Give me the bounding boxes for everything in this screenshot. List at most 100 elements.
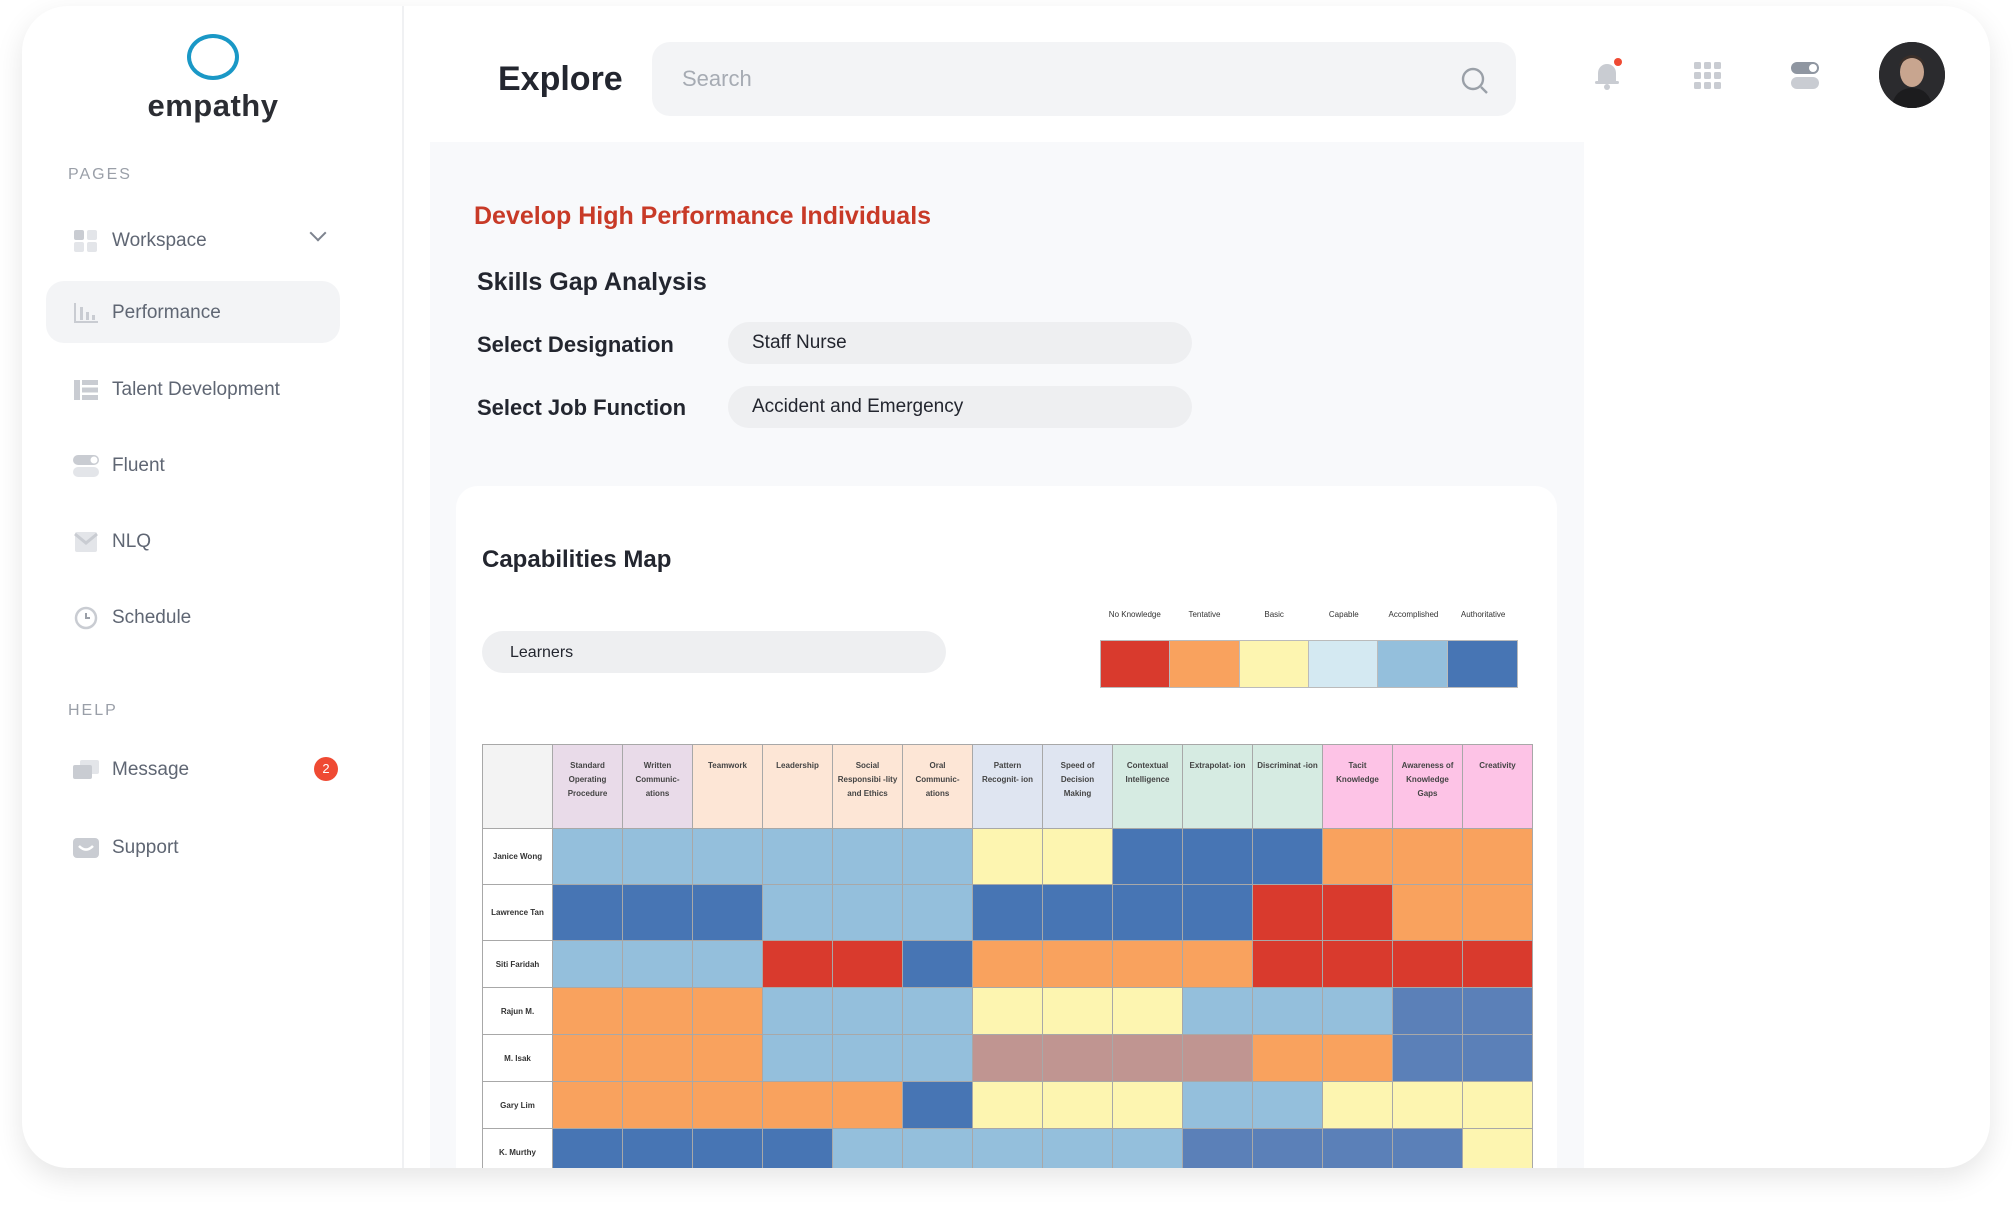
- heatmap-cell[interactable]: [762, 1034, 833, 1082]
- heatmap-cell[interactable]: [832, 987, 903, 1035]
- heatmap-cell[interactable]: [902, 1128, 973, 1168]
- heatmap-cell[interactable]: [1042, 940, 1113, 988]
- heatmap-cell[interactable]: [1042, 884, 1113, 941]
- heatmap-cell[interactable]: [552, 1128, 623, 1168]
- heatmap-cell[interactable]: [902, 1081, 973, 1129]
- heatmap-cell[interactable]: [552, 987, 623, 1035]
- heatmap-cell[interactable]: [902, 884, 973, 941]
- sidebar-item-talent-development[interactable]: Talent Development: [46, 358, 340, 420]
- heatmap-cell[interactable]: [1322, 1128, 1393, 1168]
- job-function-select[interactable]: Accident and Emergency: [728, 386, 1192, 428]
- heatmap-cell[interactable]: [1112, 1081, 1183, 1129]
- heatmap-cell[interactable]: [762, 828, 833, 885]
- heatmap-cell[interactable]: [1252, 828, 1323, 885]
- heatmap-cell[interactable]: [832, 1128, 903, 1168]
- heatmap-cell[interactable]: [1042, 1034, 1113, 1082]
- heatmap-cell[interactable]: [1392, 1081, 1463, 1129]
- heatmap-cell[interactable]: [1252, 1081, 1323, 1129]
- heatmap-cell[interactable]: [832, 940, 903, 988]
- heatmap-cell[interactable]: [552, 884, 623, 941]
- heatmap-cell[interactable]: [762, 987, 833, 1035]
- heatmap-cell[interactable]: [1462, 987, 1533, 1035]
- search-icon[interactable]: [1460, 66, 1490, 96]
- heatmap-cell[interactable]: [832, 1034, 903, 1082]
- heatmap-cell[interactable]: [1182, 828, 1253, 885]
- heatmap-cell[interactable]: [1042, 987, 1113, 1035]
- heatmap-cell[interactable]: [552, 1034, 623, 1082]
- heatmap-cell[interactable]: [1112, 884, 1183, 941]
- heatmap-cell[interactable]: [762, 940, 833, 988]
- heatmap-cell[interactable]: [1252, 987, 1323, 1035]
- heatmap-cell[interactable]: [1392, 940, 1463, 988]
- learners-select[interactable]: Learners: [482, 631, 946, 673]
- heatmap-cell[interactable]: [762, 1081, 833, 1129]
- heatmap-cell[interactable]: [1252, 1034, 1323, 1082]
- heatmap-cell[interactable]: [1322, 828, 1393, 885]
- heatmap-cell[interactable]: [622, 987, 693, 1035]
- heatmap-cell[interactable]: [1462, 1034, 1533, 1082]
- heatmap-cell[interactable]: [692, 884, 763, 941]
- sidebar-item-schedule[interactable]: Schedule: [46, 586, 340, 648]
- designation-select[interactable]: Staff Nurse: [728, 322, 1192, 364]
- heatmap-cell[interactable]: [902, 1034, 973, 1082]
- heatmap-cell[interactable]: [1182, 940, 1253, 988]
- heatmap-cell[interactable]: [972, 987, 1043, 1035]
- heatmap-cell[interactable]: [902, 828, 973, 885]
- heatmap-cell[interactable]: [1252, 940, 1323, 988]
- heatmap-cell[interactable]: [832, 828, 903, 885]
- logo[interactable]: empathy: [22, 34, 404, 124]
- heatmap-cell[interactable]: [552, 828, 623, 885]
- sidebar-item-support[interactable]: Support: [46, 816, 340, 878]
- heatmap-cell[interactable]: [972, 1128, 1043, 1168]
- heatmap-cell[interactable]: [902, 987, 973, 1035]
- heatmap-cell[interactable]: [1322, 1034, 1393, 1082]
- settings-toggle-icon[interactable]: [1788, 58, 1822, 92]
- heatmap-cell[interactable]: [622, 828, 693, 885]
- sidebar-item-performance[interactable]: Performance: [46, 281, 340, 343]
- heatmap-cell[interactable]: [1112, 987, 1183, 1035]
- apps-grid-icon[interactable]: [1690, 58, 1724, 92]
- sidebar-item-nlq[interactable]: NLQ: [46, 510, 340, 572]
- heatmap-cell[interactable]: [1182, 987, 1253, 1035]
- sidebar-item-message[interactable]: Message 2: [46, 738, 340, 800]
- heatmap-cell[interactable]: [832, 884, 903, 941]
- avatar[interactable]: [1879, 42, 1945, 108]
- heatmap-cell[interactable]: [692, 1081, 763, 1129]
- heatmap-cell[interactable]: [972, 828, 1043, 885]
- heatmap-cell[interactable]: [972, 940, 1043, 988]
- heatmap-cell[interactable]: [1462, 1128, 1533, 1168]
- search-bar[interactable]: [652, 42, 1516, 116]
- heatmap-cell[interactable]: [692, 1034, 763, 1082]
- heatmap-cell[interactable]: [832, 1081, 903, 1129]
- search-input[interactable]: [682, 42, 1442, 116]
- heatmap-cell[interactable]: [762, 1128, 833, 1168]
- heatmap-cell[interactable]: [1322, 987, 1393, 1035]
- heatmap-cell[interactable]: [762, 884, 833, 941]
- notification-bell-icon[interactable]: [1590, 58, 1624, 92]
- heatmap-cell[interactable]: [1182, 1081, 1253, 1129]
- chevron-down-icon[interactable]: [309, 224, 327, 242]
- heatmap-cell[interactable]: [622, 940, 693, 988]
- heatmap-cell[interactable]: [622, 1081, 693, 1129]
- heatmap-cell[interactable]: [1322, 884, 1393, 941]
- heatmap-cell[interactable]: [1112, 1128, 1183, 1168]
- heatmap-cell[interactable]: [972, 884, 1043, 941]
- heatmap-cell[interactable]: [1182, 884, 1253, 941]
- heatmap-cell[interactable]: [1392, 1034, 1463, 1082]
- heatmap-cell[interactable]: [1462, 884, 1533, 941]
- heatmap-cell[interactable]: [1322, 1081, 1393, 1129]
- heatmap-cell[interactable]: [902, 940, 973, 988]
- heatmap-cell[interactable]: [692, 1128, 763, 1168]
- heatmap-cell[interactable]: [972, 1034, 1043, 1082]
- heatmap-cell[interactable]: [552, 940, 623, 988]
- heatmap-cell[interactable]: [622, 1034, 693, 1082]
- heatmap-cell[interactable]: [1042, 1128, 1113, 1168]
- heatmap-cell[interactable]: [1392, 1128, 1463, 1168]
- heatmap-cell[interactable]: [622, 1128, 693, 1168]
- heatmap-cell[interactable]: [692, 940, 763, 988]
- heatmap-cell[interactable]: [1462, 1081, 1533, 1129]
- heatmap-cell[interactable]: [1392, 828, 1463, 885]
- heatmap-cell[interactable]: [1112, 1034, 1183, 1082]
- heatmap-cell[interactable]: [1112, 940, 1183, 988]
- heatmap-cell[interactable]: [972, 1081, 1043, 1129]
